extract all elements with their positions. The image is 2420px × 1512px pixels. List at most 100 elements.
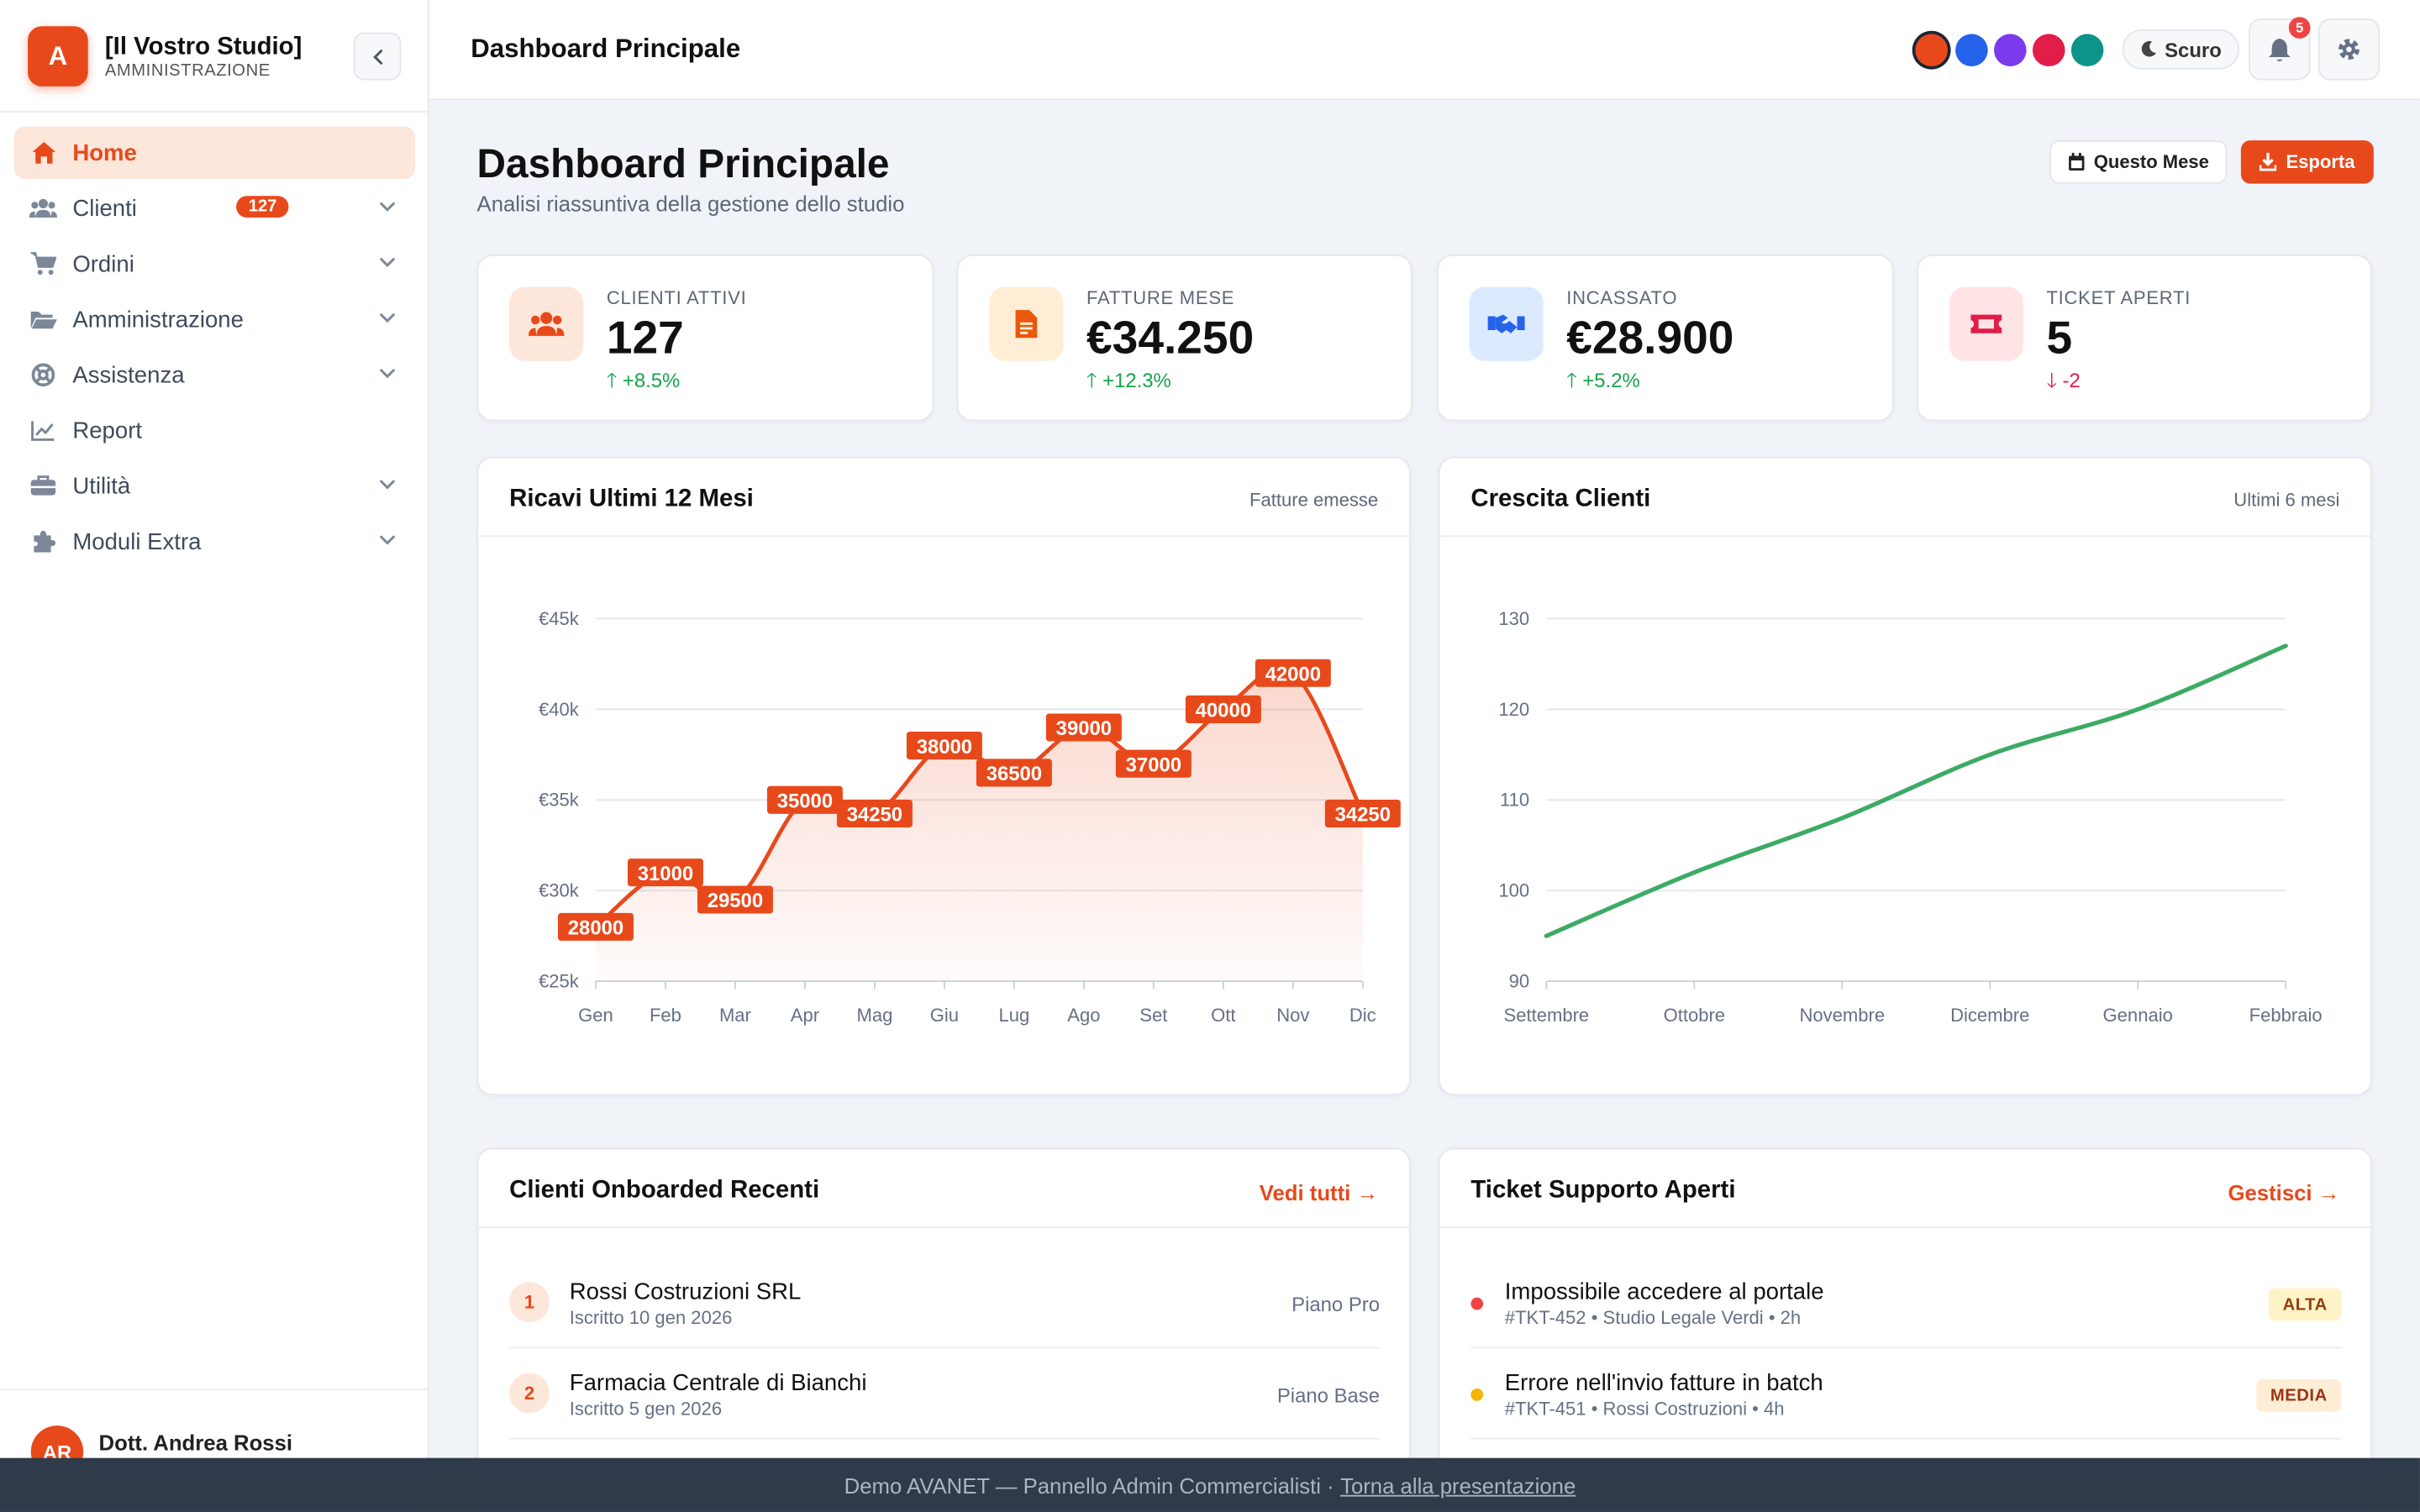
theme-swatch-teal[interactable] bbox=[2070, 34, 2104, 66]
client-joined: Iscritto 10 gen 2026 bbox=[569, 1306, 733, 1329]
priority-dot bbox=[1470, 1297, 1484, 1310]
recent-clients-card: Clienti Onboarded Recenti Vedi tutti → 1… bbox=[476, 1147, 1411, 1512]
user-profile[interactable]: AR Dott. Andrea Rossi bbox=[0, 1389, 429, 1512]
data-label-box bbox=[836, 799, 913, 828]
stat-label: TICKET APERTI bbox=[2046, 286, 2191, 309]
data-label-box bbox=[557, 912, 634, 941]
stat-value: 5 bbox=[2046, 312, 2073, 365]
priority-dot bbox=[1470, 1389, 1484, 1401]
x-tick-label: Dicembre bbox=[1950, 1005, 2029, 1026]
data-point bbox=[2135, 706, 2140, 711]
data-point bbox=[2283, 643, 2288, 648]
moon-icon bbox=[2140, 38, 2157, 61]
chart-subtitle: Fatture emesse bbox=[1249, 489, 1379, 511]
ticket-meta: #TKT-452 • Studio Legale Verdi • 2h bbox=[1504, 1306, 1802, 1329]
sidebar-item-label: Home bbox=[72, 139, 137, 166]
list-item[interactable]: 2 Farmacia Centrale di Bianchi Iscritto … bbox=[509, 1350, 1381, 1440]
client-plan: Piano Pro bbox=[1292, 1293, 1381, 1316]
dark-mode-toggle[interactable]: Scuro bbox=[2122, 29, 2240, 70]
chevron-down-icon bbox=[380, 202, 395, 212]
lifebuoy-icon bbox=[29, 361, 57, 389]
data-label-box bbox=[1115, 749, 1192, 778]
data-label-box bbox=[1255, 659, 1331, 687]
settings-button[interactable] bbox=[2317, 18, 2381, 81]
card-divider bbox=[478, 535, 1409, 538]
notification-count-badge: 5 bbox=[2288, 17, 2311, 39]
x-tick-label: Ago bbox=[1067, 1005, 1100, 1026]
period-filter-label: Questo Mese bbox=[2093, 150, 2209, 173]
x-tick-label: Lug bbox=[998, 1005, 1029, 1026]
theme-swatch-pink[interactable] bbox=[2032, 34, 2065, 66]
data-label-box bbox=[1185, 695, 1261, 723]
theme-swatch-blue[interactable] bbox=[1955, 34, 1988, 66]
brand-logo: A bbox=[28, 26, 88, 87]
x-tick-label: Ott bbox=[1211, 1005, 1235, 1026]
chevron-down-icon bbox=[380, 480, 395, 490]
list-item[interactable]: Impossibile accedere al portale #TKT-452… bbox=[1470, 1259, 2342, 1349]
x-tick-label: Mag bbox=[856, 1005, 892, 1026]
demo-footer: Demo AVANET — Pannello Admin Commerciali… bbox=[0, 1457, 2420, 1512]
handshake-icon bbox=[1469, 286, 1544, 361]
data-label: 38000 bbox=[917, 736, 972, 759]
x-tick-label: Gennaio bbox=[2103, 1005, 2173, 1026]
sidebar-item-ordini[interactable]: Ordini bbox=[14, 238, 416, 290]
y-tick-label: 130 bbox=[1498, 608, 1529, 629]
card-title: Clienti Onboarded Recenti bbox=[509, 1177, 820, 1204]
y-tick-label: €30k bbox=[539, 880, 580, 901]
users-icon bbox=[29, 194, 57, 222]
stat-card-incassato: INCASSATO €28.900 🡑 +5.2% bbox=[1436, 255, 1894, 422]
sidebar-item-assistenza[interactable]: Assistenza bbox=[14, 349, 416, 401]
users-icon bbox=[509, 286, 584, 361]
x-tick-label: Settembre bbox=[1504, 1005, 1590, 1026]
stat-card-clienti-attivi: CLIENTI ATTIVI 127 🡑 +8.5% bbox=[476, 255, 934, 422]
list-item[interactable]: Errore nell'invio fatture in batch #TKT-… bbox=[1470, 1350, 2342, 1440]
sidebar-item-amministrazione[interactable]: Amministrazione bbox=[14, 293, 416, 345]
export-button[interactable]: Esporta bbox=[2240, 140, 2374, 184]
bell-icon bbox=[2268, 37, 2291, 61]
list-item-number: 2 bbox=[509, 1373, 550, 1414]
data-point bbox=[1691, 870, 1697, 875]
main-content: Dashboard Principale Analisi riassuntiva… bbox=[429, 100, 2420, 1512]
sidebar-item-label: Amministrazione bbox=[72, 306, 244, 333]
theme-swatch-purple[interactable] bbox=[1994, 34, 2027, 66]
sidebar-item-home[interactable]: Home bbox=[13, 126, 416, 180]
sidebar-item-report[interactable]: Report bbox=[14, 404, 416, 456]
data-label: 37000 bbox=[1126, 753, 1181, 776]
y-tick-label: €25k bbox=[539, 970, 580, 991]
puzzle-icon bbox=[29, 528, 57, 555]
x-tick-label: Feb bbox=[650, 1005, 681, 1026]
export-label: Esporta bbox=[2286, 150, 2355, 173]
x-tick-label: Ottobre bbox=[1664, 1005, 1725, 1026]
calendar-icon bbox=[2068, 152, 2084, 171]
manage-tickets-link[interactable]: Gestisci → bbox=[2228, 1180, 2340, 1205]
y-tick-label: €35k bbox=[539, 790, 580, 811]
data-label-box bbox=[627, 858, 703, 887]
back-to-presentation-link[interactable]: Torna alla presentazione bbox=[1340, 1473, 1576, 1498]
chart-line-icon bbox=[29, 417, 57, 444]
period-filter-button[interactable]: Questo Mese bbox=[2049, 140, 2228, 184]
sidebar-item-clienti[interactable]: Clienti 127 bbox=[14, 182, 416, 234]
chart-subtitle: Ultimi 6 mesi bbox=[2233, 489, 2340, 511]
sidebar-item-utilita[interactable]: Utilità bbox=[14, 459, 416, 512]
data-label: 42000 bbox=[1265, 663, 1321, 685]
theme-swatch-orange[interactable] bbox=[1915, 34, 1948, 66]
list-item[interactable]: 1 Rossi Costruzioni SRL Iscritto 10 gen … bbox=[509, 1259, 1381, 1349]
card-divider bbox=[478, 1226, 1409, 1229]
collapse-sidebar-button[interactable] bbox=[353, 32, 402, 81]
data-label-box bbox=[906, 732, 982, 760]
support-tickets-card: Ticket Supporto Aperti Gestisci → Imposs… bbox=[1438, 1147, 2373, 1512]
y-tick-label: 120 bbox=[1498, 699, 1529, 720]
y-tick-label: 110 bbox=[1500, 790, 1529, 811]
chevron-left-icon bbox=[372, 49, 382, 64]
revenue-chart-card: Ricavi Ultimi 12 Mesi Fatture emesse €25… bbox=[476, 456, 1411, 1096]
mode-label: Scuro bbox=[2165, 37, 2222, 61]
data-label: 28000 bbox=[568, 917, 623, 940]
card-title: Ticket Supporto Aperti bbox=[1470, 1177, 1736, 1204]
sidebar-item-moduli-extra[interactable]: Moduli Extra bbox=[14, 515, 416, 567]
x-tick-label: Giu bbox=[930, 1005, 959, 1026]
x-tick-label: Set bbox=[1139, 1005, 1167, 1026]
view-all-link[interactable]: Vedi tutti → bbox=[1259, 1180, 1379, 1205]
priority-badge: MEDIA bbox=[2256, 1379, 2342, 1412]
ticket-meta: #TKT-451 • Rossi Costruzioni • 4h bbox=[1504, 1398, 1785, 1420]
